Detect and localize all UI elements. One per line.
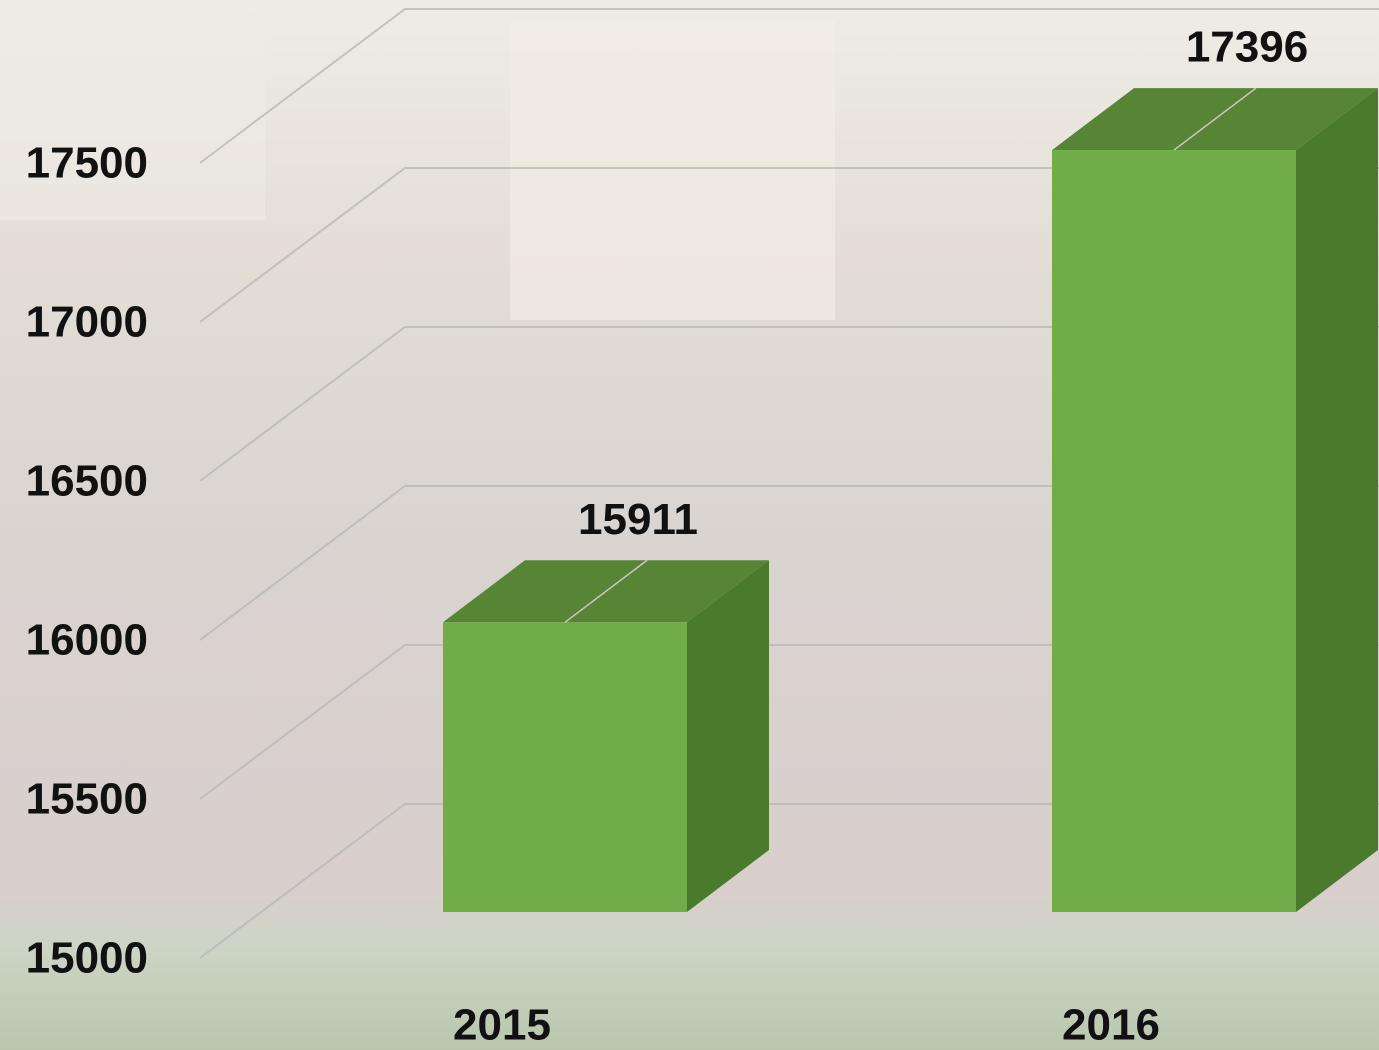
y-tick-label: 15500 (26, 775, 148, 824)
leader-line (1173, 87, 1257, 151)
x-tick-label: 2015 (453, 1001, 551, 1050)
leader-line (564, 559, 648, 623)
value-label: 17396 (1186, 23, 1308, 72)
value-label: 15911 (578, 495, 698, 544)
y-tick-label: 17000 (26, 298, 148, 347)
bar-front (443, 622, 687, 912)
bar-front (1052, 150, 1296, 912)
bar (443, 560, 769, 912)
background-window (0, 20, 265, 220)
bar (1052, 88, 1378, 912)
grid-line (199, 8, 1379, 164)
y-tick-label: 17500 (26, 139, 148, 188)
y-tick-label: 16000 (26, 616, 148, 665)
y-tick-label: 15000 (26, 934, 148, 983)
y-tick-label: 16500 (26, 457, 148, 506)
bar-side (687, 560, 769, 912)
bar-side (1296, 88, 1378, 912)
x-tick-label: 2016 (1062, 1001, 1160, 1050)
background-window (510, 20, 835, 320)
